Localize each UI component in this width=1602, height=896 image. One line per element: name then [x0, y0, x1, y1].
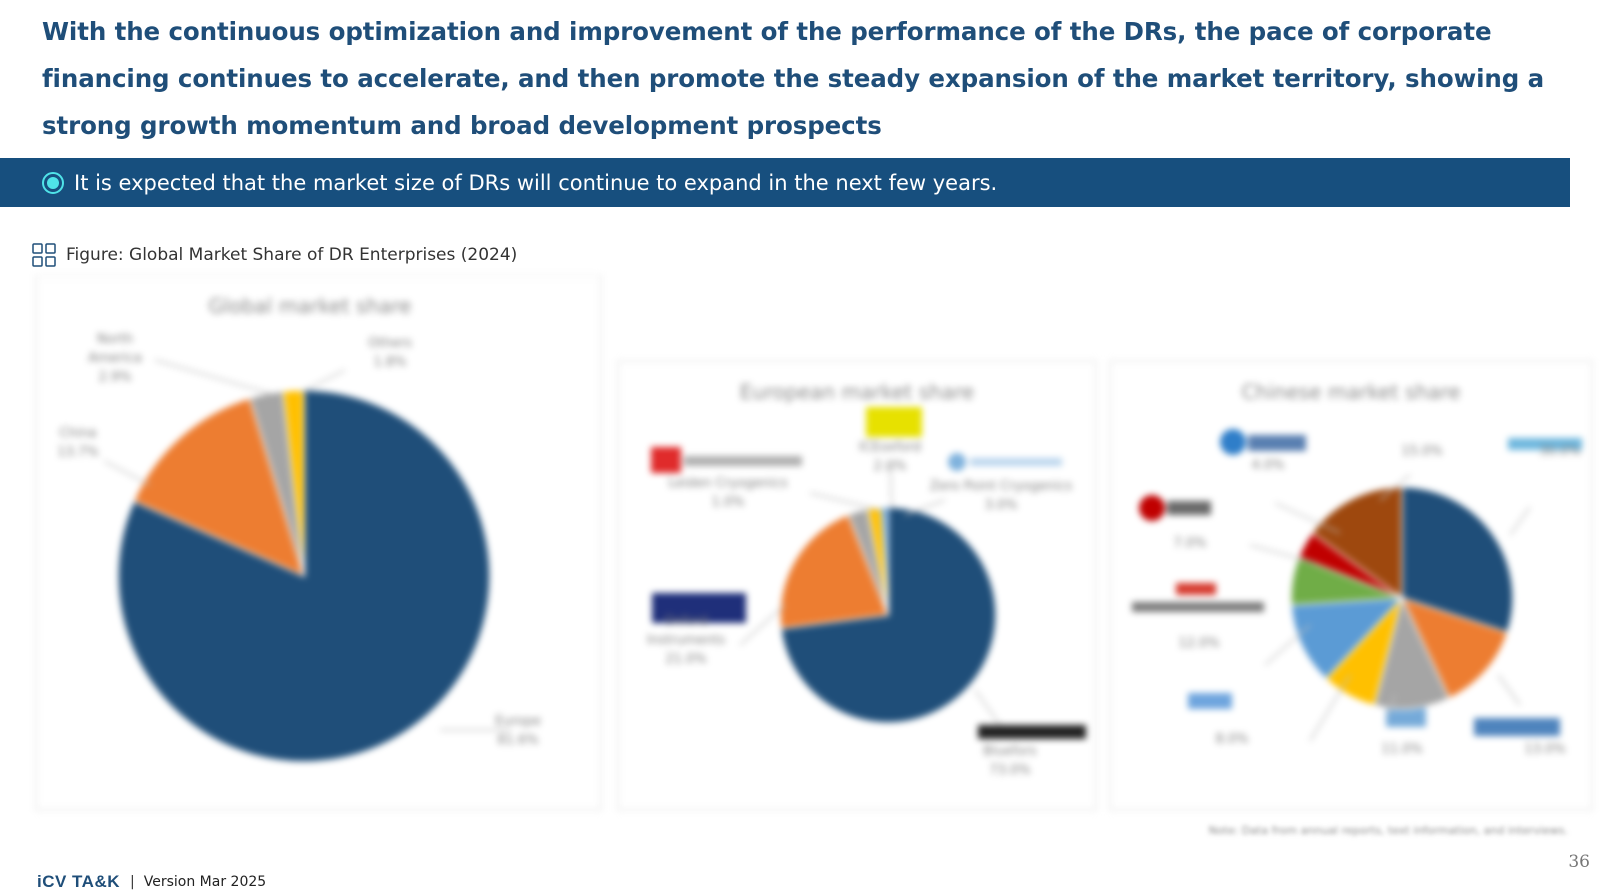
leader-line-global-2 [154, 359, 276, 396]
data-label-china-2-value: 11.0% [1381, 742, 1422, 757]
labels-china: 30.0% 13.0% 11.0% 8.0% 12.0% 7.0% 4.0% 15.0% [1173, 444, 1580, 757]
pie-slice-europe-4 [880, 506, 889, 616]
data-label-europe-0-value: 73.0% [989, 763, 1030, 778]
company-logo: iCV TA&K [37, 872, 121, 891]
data-label-global-1-name: China [59, 426, 96, 441]
charts-canvas: Global market share European market shar… [35, 274, 1593, 811]
figure-caption-text: Figure: Global Market Share of DR Enterp… [66, 245, 518, 265]
data-label-europe-3-name: ICEoxford [859, 440, 921, 455]
data-label-china-5-value: 7.0% [1173, 536, 1206, 551]
data-label-china-3-value: 8.0% [1215, 732, 1248, 747]
leader-line-europe-0 [974, 689, 1001, 726]
data-label-global-3-value: 1.8% [373, 355, 406, 370]
data-label-china-7-value: 15.0% [1401, 444, 1442, 459]
data-label-global-2-name-part: North [97, 332, 133, 347]
data-label-europe-2-name: Zero Point Cryogenics [930, 479, 1073, 494]
china-logo-4 [1508, 438, 1582, 450]
data-label-global-3-name: Others [368, 336, 412, 351]
china-logo-1-text [1248, 435, 1306, 451]
bullet-icon [42, 171, 64, 194]
leader-line-china-5 [1249, 544, 1316, 564]
leader-line-europe-4 [809, 492, 881, 511]
pie-slice-china-0 [1401, 486, 1514, 634]
data-label-global-0-name: Europe [495, 714, 541, 729]
pie-slice-china-1 [1400, 596, 1509, 700]
grid-icon [32, 243, 56, 267]
bluefors-logo [978, 725, 1086, 739]
leader-line-europe-1 [739, 604, 786, 646]
pie-slice-china-4 [1290, 597, 1404, 680]
leader-line-china-4 [1264, 624, 1311, 666]
brand-logos [651, 407, 1582, 739]
chart-title-europe: European market share [740, 380, 974, 404]
china-logo-5 [1188, 693, 1232, 709]
pie-china [1290, 486, 1514, 710]
china-logo-1 [1220, 429, 1246, 455]
china-logo-7 [1474, 718, 1560, 736]
data-label-global-2-value: 2.9% [98, 370, 131, 385]
leader-line-china-7 [1379, 474, 1411, 501]
pie-slice-europe-1 [779, 513, 890, 630]
china-logo-2 [1139, 495, 1165, 521]
leader-line-global-3 [299, 369, 346, 394]
data-label-europe-3-value: 2.0% [873, 459, 906, 474]
page-number: 36 [1568, 852, 1590, 872]
leiden-logo-text [684, 456, 802, 466]
footer: iCV TA&K | Version Mar 2025 [37, 872, 266, 892]
zpc-logo-text [970, 458, 1062, 466]
pie-slice-global-0 [117, 389, 491, 763]
china-logo-6 [1386, 705, 1426, 727]
leader-line-global-1 [103, 460, 151, 486]
oxford-logo [652, 593, 746, 623]
data-label-global-0-value: 81.6% [497, 733, 538, 748]
data-label-global-1-value: 13.7% [57, 445, 98, 460]
data-label-europe-2-value: 3.0% [984, 498, 1017, 513]
footer-separator: | [130, 874, 135, 890]
chart-title-global: Global market share [209, 294, 412, 318]
data-label-europe-1-name-part: Oxford [664, 614, 708, 629]
leader-line-china-1 [1497, 674, 1521, 706]
data-label-china-6-value: 4.0% [1251, 458, 1284, 473]
leader-line-china-3 [1309, 674, 1351, 742]
data-label-global-2-name-part: America [88, 351, 142, 366]
leader-line-china-0 [1509, 506, 1531, 536]
iceoxford-logo [866, 407, 922, 437]
data-label-china-4-value: 12.0% [1178, 636, 1219, 651]
chart-title-china: Chinese market share [1241, 380, 1460, 404]
leader-line-china-6 [1274, 502, 1341, 534]
pie-slice-china-2 [1373, 595, 1451, 710]
leiden-logo [651, 447, 681, 473]
leader-line-china-2 [1387, 694, 1396, 716]
headline: With the continuous optimization and imp… [42, 17, 1545, 140]
banner-text: It is expected that the market size of D… [74, 170, 998, 195]
pie-slice-global-1 [132, 397, 306, 578]
data-label-europe-1-name-part: Instruments [647, 633, 726, 648]
pie-global [117, 389, 491, 763]
labels-europe: Bluefors 73.0% Oxford Instruments 21.0% Zero … [647, 440, 1073, 778]
summary-banner: It is expected that the market size of D… [0, 158, 1570, 207]
data-label-europe-4-name: Leiden Cryogenics [668, 476, 788, 491]
zpc-logo [948, 453, 966, 471]
china-logo-3-text [1132, 602, 1264, 612]
data-label-europe-4-value: 1.0% [711, 495, 744, 510]
labels-global: Europe 81.6% China 13.7% North America 2.9% Oth… [57, 332, 541, 748]
data-label-europe-1-value: 21.0% [665, 652, 706, 667]
china-logo-2-text [1167, 501, 1211, 515]
figure-caption: Figure: Global Market Share of DR Enterp… [32, 243, 517, 267]
pie-europe [779, 506, 997, 724]
version-text: Version Mar 2025 [143, 874, 267, 890]
source-note: Note: Data from annual reports, text inf… [1208, 824, 1568, 837]
leader-line-europe-2 [904, 499, 946, 516]
china-logo-3 [1176, 583, 1216, 595]
data-label-europe-0-name: Bluefors [983, 744, 1037, 759]
chart-area: Global market share European market shar… [0, 274, 1602, 815]
leader-line-europe-3 [889, 464, 893, 509]
pie-slice-global-3 [282, 389, 305, 577]
data-label-china-1-value: 13.0% [1524, 742, 1565, 757]
data-label-china-0-value: 30.0% [1539, 444, 1580, 459]
